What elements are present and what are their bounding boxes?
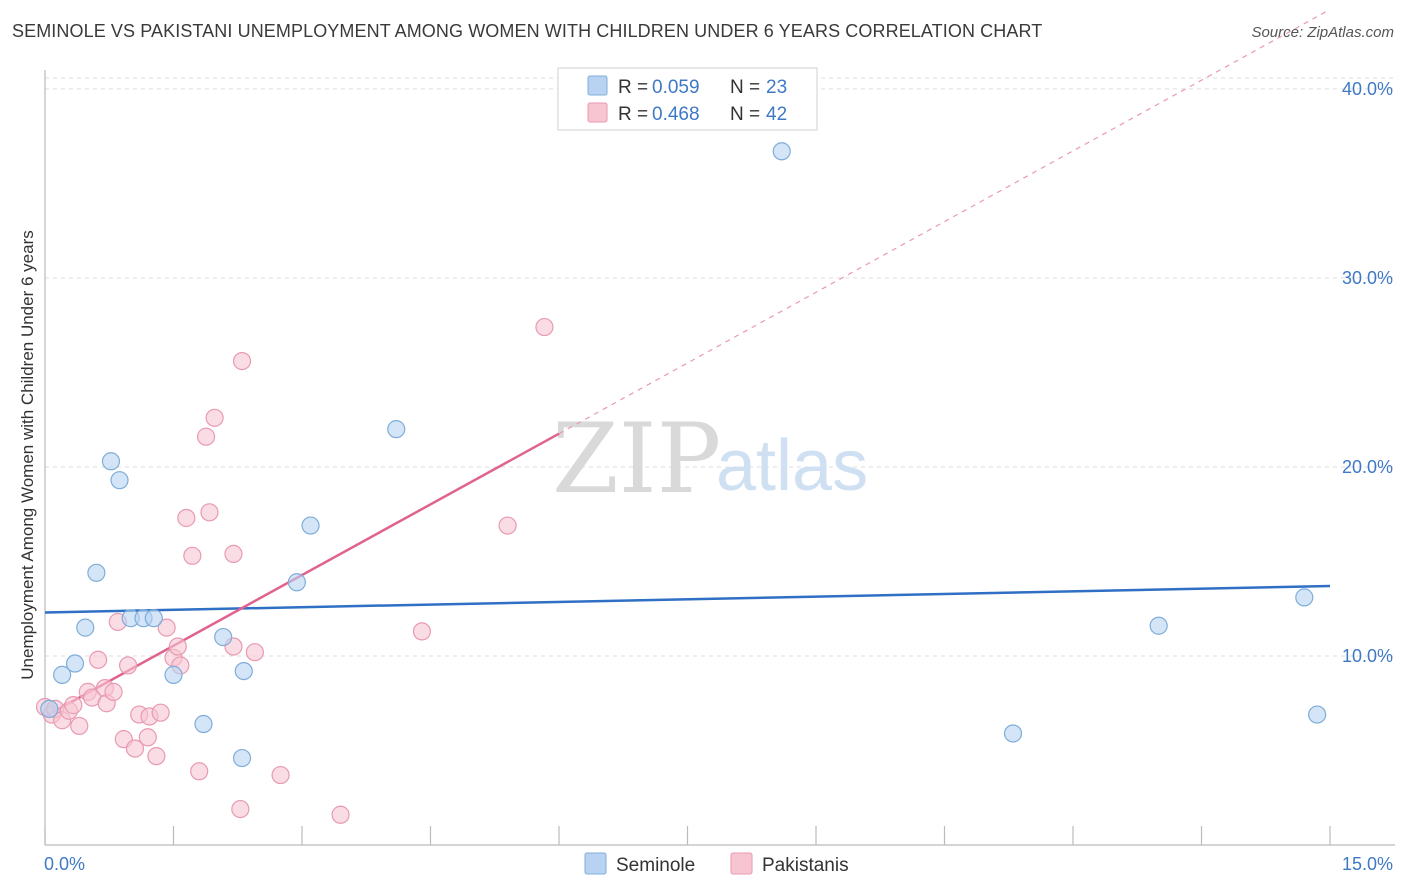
point-pakistanis [157, 618, 176, 637]
bottom-legend: Seminole Pakistanis [584, 852, 849, 876]
point-pakistanis [70, 716, 89, 736]
point-pakistanis [64, 696, 83, 715]
point-seminole [387, 420, 406, 439]
y-axis-label: Unemployment Among Women with Children U… [18, 230, 37, 679]
watermark-zip: ZIP [552, 403, 721, 515]
point-pakistanis [196, 427, 216, 446]
y-tick-label: 10.0% [1342, 646, 1393, 666]
x-tick-label-max: 15.0% [1342, 854, 1393, 874]
point-pakistanis [231, 799, 250, 819]
point-pakistanis [147, 747, 166, 766]
point-pakistanis [412, 622, 432, 641]
point-seminole [1308, 705, 1327, 724]
legend-n-value-1: 42 [766, 104, 787, 125]
y-tick-label: 20.0% [1342, 457, 1393, 477]
point-seminole [65, 654, 85, 673]
points-layer [35, 142, 1327, 824]
bottom-legend-pakistanis: Pakistanis [762, 855, 849, 876]
point-seminole [76, 618, 95, 637]
point-pakistanis [151, 703, 170, 722]
point-seminole [1149, 616, 1168, 635]
point-pakistanis [125, 739, 145, 758]
legend-n-label-0: N = [730, 77, 760, 98]
bottom-legend-seminole: Seminole [616, 855, 695, 876]
point-seminole [164, 665, 183, 684]
y-tick-label: 40.0% [1342, 79, 1393, 99]
point-seminole [110, 471, 129, 490]
point-seminole [301, 516, 320, 535]
chart-source: Source: ZipAtlas.com [1251, 24, 1394, 41]
point-seminole [772, 142, 791, 161]
trendline-pakistanis-dashed [558, 8, 1331, 435]
point-pakistanis [498, 516, 517, 535]
point-seminole [1295, 588, 1314, 607]
point-seminole [194, 714, 213, 734]
point-seminole [87, 563, 106, 582]
point-pakistanis [183, 546, 202, 565]
point-pakistanis [177, 508, 196, 528]
point-pakistanis [535, 317, 554, 337]
legend-box: R = 0.059 N = 23 R = 0.468 N = 42 [557, 67, 818, 131]
point-pakistanis [138, 728, 157, 747]
point-pakistanis [224, 544, 243, 564]
point-seminole [287, 573, 306, 592]
legend-n-label-1: N = [730, 104, 760, 125]
legend-n-value-0: 23 [766, 77, 787, 98]
chart-title: SEMINOLE VS PAKISTANI UNEMPLOYMENT AMONG… [12, 21, 1043, 41]
point-pakistanis [232, 351, 252, 371]
point-seminole [1003, 724, 1023, 743]
point-seminole [232, 748, 252, 768]
legend-swatch-pakistanis [587, 102, 608, 123]
point-pakistanis [200, 503, 219, 522]
trendline-seminole [44, 584, 1331, 614]
point-pakistanis [271, 765, 290, 785]
watermark: ZIP atlas [552, 403, 868, 515]
axes-layer [44, 70, 1395, 846]
bottom-legend-swatch-pakistanis [730, 852, 753, 875]
y-tick-label: 30.0% [1342, 268, 1393, 288]
point-pakistanis [190, 762, 209, 781]
point-pakistanis [331, 805, 350, 824]
point-seminole [214, 627, 233, 647]
legend-r-value-0: 0.059 [652, 77, 700, 98]
point-pakistanis [168, 637, 187, 656]
tick-labels: 10.0% 20.0% 30.0% 40.0% 0.0% 15.0% [44, 79, 1393, 874]
point-seminole [234, 661, 253, 681]
legend-r-label-1: R = [618, 104, 648, 125]
point-pakistanis [205, 408, 224, 427]
point-pakistanis [245, 643, 264, 662]
point-seminole [144, 609, 163, 628]
point-seminole [101, 452, 121, 471]
point-seminole [53, 665, 72, 684]
point-pakistanis [104, 682, 123, 701]
legend-swatch-seminole [587, 75, 608, 96]
point-pakistanis [89, 650, 108, 669]
x-tick-label-min: 0.0% [44, 854, 85, 874]
watermark-atlas: atlas [716, 426, 868, 506]
point-seminole [40, 699, 59, 719]
legend-r-label-0: R = [618, 77, 648, 98]
point-pakistanis [118, 656, 138, 675]
legend-r-value-1: 0.468 [652, 104, 700, 125]
bottom-legend-swatch-seminole [584, 852, 607, 875]
